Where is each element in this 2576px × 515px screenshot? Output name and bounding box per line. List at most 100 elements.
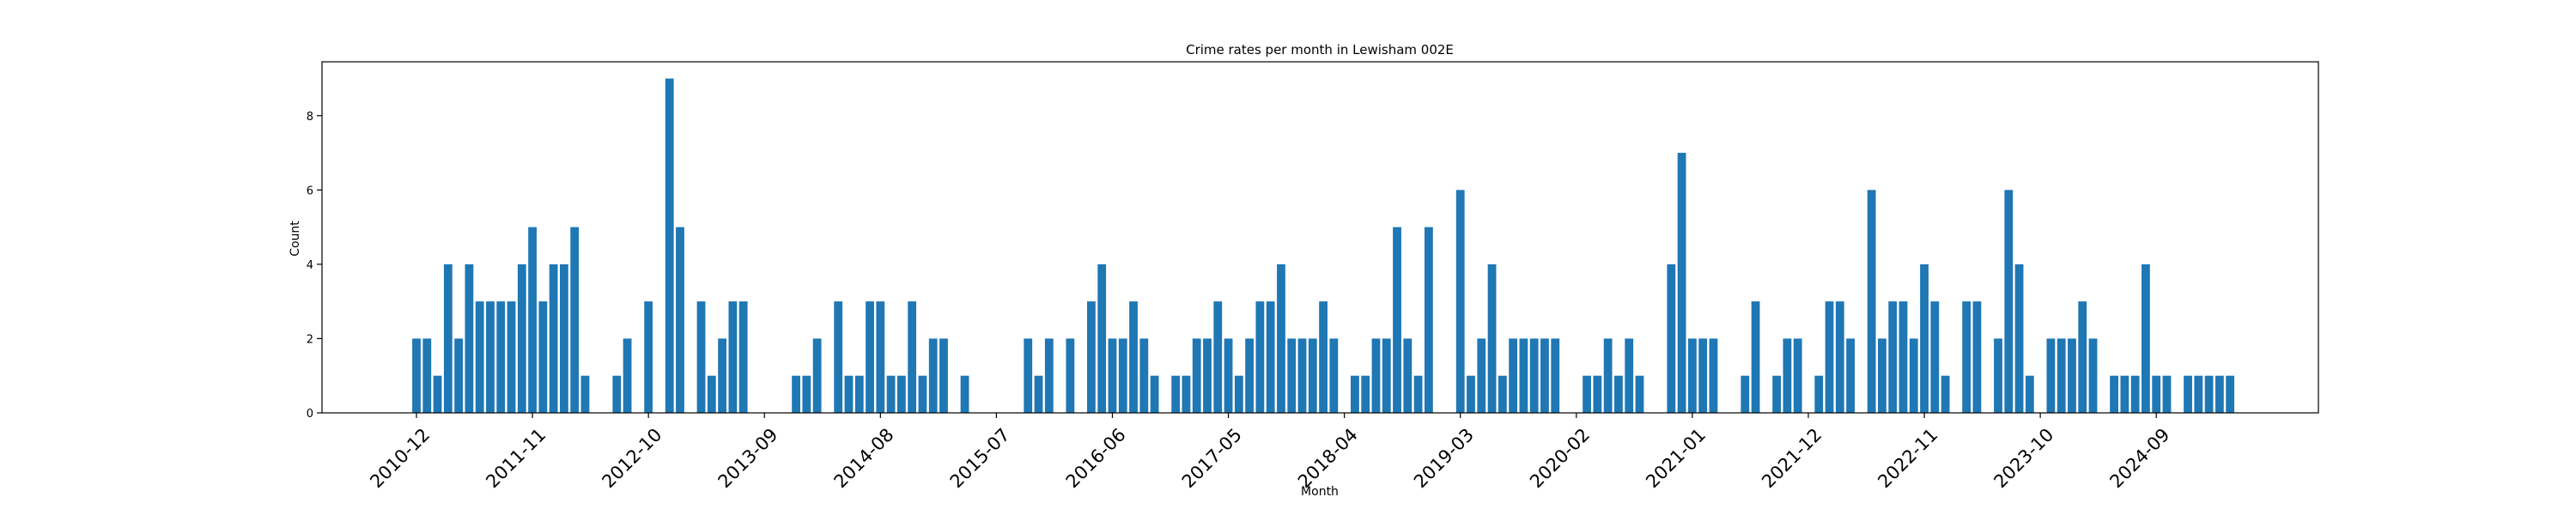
- bar-2017-07: [1245, 338, 1255, 413]
- bar-2025-04: [2226, 375, 2235, 413]
- bar-2024-01: [2068, 338, 2076, 413]
- bar-2024-06: [2120, 375, 2129, 413]
- x-axis: 2010-12 2011-11 2012-10 2013-09 2014-08 2015-…: [366, 413, 2173, 492]
- bar-2023-11: [2046, 338, 2056, 413]
- y-tick-label: 4: [307, 259, 313, 272]
- bar-2018-07: [1371, 338, 1381, 413]
- y-tick-label: 0: [307, 408, 313, 421]
- bar-2016-04: [1087, 301, 1096, 413]
- bar-2019-10: [1529, 338, 1539, 413]
- bar-2019-09: [1519, 338, 1528, 413]
- bars-group: [412, 78, 2235, 414]
- bar-2021-06: [1741, 375, 1750, 413]
- bar-2012-12: [665, 78, 674, 413]
- bar-2014-12: [918, 375, 927, 413]
- bar-2023-12: [2057, 338, 2066, 413]
- bar-2022-10: [1909, 338, 1918, 413]
- x-tick-label: 2023-10: [1990, 424, 2057, 492]
- bar-2021-09: [1772, 375, 1782, 413]
- bar-2020-07: [1625, 338, 1634, 413]
- bar-2014-10: [896, 375, 906, 413]
- bar-2013-04: [707, 375, 716, 413]
- bar-2016-10: [1150, 375, 1159, 413]
- bar-2017-06: [1234, 375, 1243, 413]
- bar-2020-04: [1593, 375, 1602, 413]
- bar-2018-08: [1382, 338, 1391, 413]
- bar-2017-09: [1266, 301, 1275, 413]
- x-tick-label: 2013-09: [714, 424, 782, 492]
- bar-2025-01: [2194, 375, 2203, 413]
- bar-2018-01: [1308, 338, 1317, 413]
- bar-2022-03: [1835, 301, 1844, 413]
- bar-2012-04: [580, 375, 590, 413]
- bar-2016-02: [1066, 338, 1075, 413]
- bar-2015-11: [1034, 375, 1043, 413]
- bar-2020-05: [1603, 338, 1613, 413]
- bar-2024-02: [2078, 301, 2087, 413]
- bar-2018-05: [1351, 375, 1359, 413]
- chart-title: Crime rates per month in Lewisham 002E: [1186, 42, 1454, 58]
- y-axis-label: Count: [289, 221, 302, 257]
- bar-2021-01: [1687, 338, 1697, 413]
- bar-2019-11: [1540, 338, 1549, 413]
- x-tick-label: 2010-12: [366, 424, 434, 492]
- bar-2021-07: [1751, 301, 1760, 413]
- bar-2021-10: [1783, 338, 1792, 413]
- bar-2021-11: [1793, 338, 1802, 413]
- bar-2010-12: [412, 338, 421, 413]
- bar-2017-01: [1182, 375, 1191, 413]
- bar-2012-03: [570, 227, 580, 413]
- bar-2013-06: [728, 301, 738, 413]
- bar-2020-11: [1667, 264, 1676, 413]
- bar-2025-02: [2204, 375, 2214, 413]
- bar-2023-09: [2025, 375, 2034, 413]
- bar-2022-12: [1930, 301, 1940, 413]
- bar-2023-03: [1962, 301, 1971, 413]
- bar-2022-02: [1825, 301, 1834, 413]
- bar-2017-04: [1213, 301, 1223, 413]
- bar-2012-07: [612, 375, 622, 413]
- bar-2015-02: [939, 338, 948, 413]
- bar-2014-05: [844, 375, 854, 413]
- x-tick-label: 2017-05: [1178, 424, 1246, 492]
- x-tick-label: 2012-10: [598, 424, 665, 492]
- bar-2020-12: [1677, 153, 1686, 414]
- bar-2019-04: [1467, 375, 1475, 413]
- bar-2011-03: [443, 264, 453, 413]
- bar-2017-03: [1203, 338, 1212, 413]
- bar-2017-05: [1224, 338, 1233, 413]
- bar-2023-06: [1994, 338, 2002, 413]
- bar-2018-10: [1403, 338, 1413, 413]
- bar-2013-12: [792, 375, 800, 413]
- bar-2021-03: [1709, 338, 1718, 413]
- bar-2022-11: [1920, 264, 1929, 413]
- bar-2022-01: [1814, 375, 1824, 413]
- bar-2011-01: [422, 338, 432, 413]
- bar-2015-12: [1044, 338, 1054, 413]
- bar-2021-02: [1698, 338, 1708, 413]
- y-tick-label: 8: [307, 111, 313, 124]
- bar-2014-07: [866, 301, 874, 413]
- bar-2018-02: [1319, 301, 1327, 413]
- bar-2018-03: [1329, 338, 1339, 413]
- bar-2024-07: [2130, 375, 2140, 413]
- bar-2022-04: [1846, 338, 1855, 413]
- bar-2024-03: [2088, 338, 2098, 413]
- bar-2022-06: [1867, 190, 1876, 413]
- bar-2019-05: [1477, 338, 1486, 413]
- y-tick-label: 6: [307, 185, 313, 197]
- bar-2011-11: [528, 227, 537, 413]
- x-tick-label: 2019-03: [1410, 424, 1478, 492]
- bar-2016-08: [1129, 301, 1138, 413]
- bar-2012-08: [623, 338, 632, 413]
- bar-2017-10: [1277, 264, 1285, 413]
- bar-2011-02: [433, 375, 442, 413]
- bar-2012-01: [549, 264, 558, 413]
- bar-2024-09: [2152, 375, 2161, 413]
- x-tick-label: 2015-07: [946, 424, 1014, 492]
- bar-2019-03: [1455, 190, 1465, 413]
- bar-2020-03: [1583, 375, 1591, 413]
- bar-2020-08: [1635, 375, 1644, 413]
- x-tick-label: 2014-08: [830, 424, 898, 492]
- bar-2011-12: [538, 301, 548, 413]
